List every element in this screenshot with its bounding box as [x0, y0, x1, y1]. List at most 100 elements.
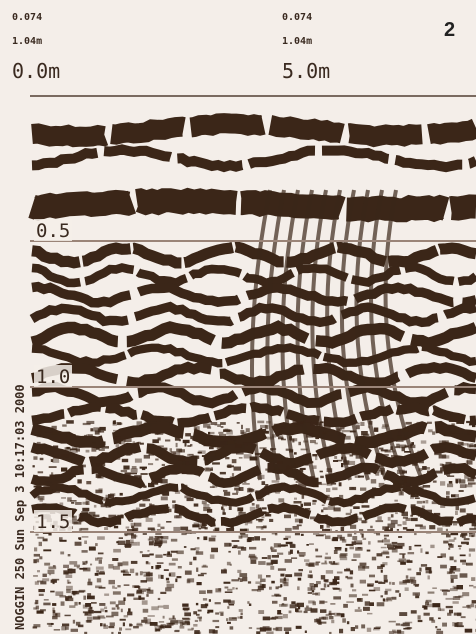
noise — [241, 547, 246, 551]
noise — [157, 537, 159, 540]
noise — [40, 581, 46, 584]
noise — [408, 569, 412, 571]
noise — [199, 440, 205, 443]
noise — [361, 465, 364, 469]
noise — [279, 430, 283, 433]
depth-label: 1.0 — [36, 366, 70, 388]
noise — [223, 600, 231, 603]
noise — [236, 451, 244, 455]
noise — [296, 611, 302, 613]
noise — [124, 615, 129, 617]
noise — [383, 598, 385, 601]
noise — [283, 432, 291, 435]
noise — [209, 538, 216, 542]
noise — [241, 432, 246, 436]
noise — [94, 505, 97, 508]
noise — [234, 467, 242, 471]
noise — [158, 545, 161, 547]
noise — [314, 584, 318, 587]
noise — [418, 615, 421, 619]
noise — [457, 613, 461, 617]
noise — [259, 447, 266, 449]
noise — [215, 626, 219, 628]
noise — [350, 501, 355, 503]
noise — [393, 460, 397, 462]
noise — [466, 421, 470, 423]
noise — [266, 575, 271, 577]
noise — [339, 629, 343, 634]
noise — [223, 490, 228, 492]
noise — [184, 612, 191, 616]
noise — [176, 443, 178, 447]
noise — [342, 618, 346, 622]
noise — [82, 536, 89, 538]
noise — [67, 580, 70, 584]
noise — [403, 517, 408, 519]
noise — [360, 499, 368, 503]
noise — [330, 603, 335, 605]
noise — [355, 423, 360, 425]
noise — [236, 479, 242, 482]
noise — [53, 581, 55, 584]
noise — [387, 597, 393, 601]
noise — [83, 568, 91, 572]
noise — [166, 521, 171, 523]
noise — [163, 554, 166, 556]
noise — [450, 557, 454, 561]
noise — [75, 489, 82, 491]
noise — [49, 466, 57, 468]
noise — [263, 429, 266, 432]
noise — [325, 557, 331, 560]
noise — [466, 460, 468, 464]
noise — [184, 546, 187, 548]
noise — [164, 507, 170, 509]
noise — [350, 547, 355, 550]
noise — [321, 510, 323, 513]
noise — [323, 507, 328, 510]
noise — [345, 548, 347, 552]
noise — [65, 572, 73, 574]
noise — [402, 554, 404, 558]
noise — [308, 600, 315, 603]
noise — [369, 590, 375, 592]
noise — [262, 507, 267, 509]
noise — [281, 437, 284, 439]
noise — [397, 484, 404, 488]
noise — [92, 442, 96, 444]
noise — [150, 622, 158, 626]
noise — [117, 502, 121, 504]
noise — [100, 501, 103, 504]
noise — [465, 433, 470, 435]
noise — [163, 605, 169, 609]
noise — [452, 430, 455, 433]
noise — [66, 447, 69, 449]
noise — [417, 424, 419, 428]
noise — [89, 512, 95, 516]
noise — [126, 527, 130, 529]
noise — [321, 563, 327, 565]
noise — [270, 566, 274, 570]
noise — [82, 508, 89, 511]
noise — [381, 547, 387, 549]
noise — [205, 527, 208, 529]
noise — [276, 627, 283, 631]
noise — [367, 628, 371, 632]
noise — [60, 503, 64, 507]
noise — [447, 571, 452, 574]
noise — [301, 534, 304, 536]
noise — [361, 464, 368, 466]
noise — [380, 509, 387, 512]
noise — [240, 578, 243, 582]
noise — [160, 527, 164, 530]
noise — [52, 608, 54, 612]
noise — [405, 622, 413, 624]
noise — [299, 490, 304, 493]
noise — [369, 421, 373, 425]
noise — [299, 519, 303, 523]
noise — [254, 536, 260, 540]
noise — [187, 498, 194, 501]
noise — [130, 624, 133, 626]
noise — [123, 574, 131, 576]
noise — [363, 538, 367, 540]
noise — [100, 571, 105, 573]
